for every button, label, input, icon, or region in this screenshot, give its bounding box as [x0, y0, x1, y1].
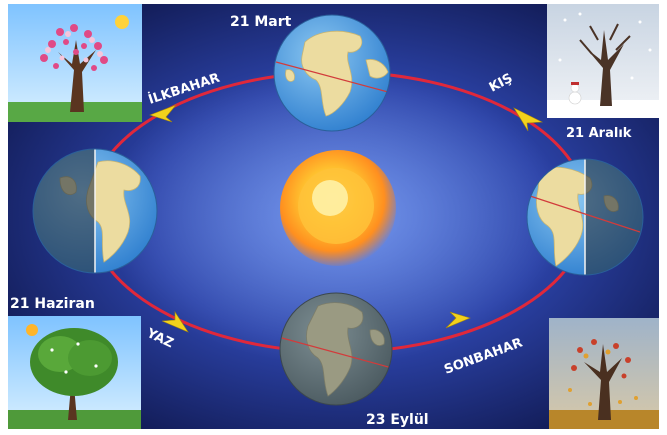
date-label-march: 21 Mart: [230, 14, 292, 30]
tree-icon: [8, 4, 142, 122]
orbit-arrow-icon: [149, 104, 544, 333]
date-label-december: 21 Aralık: [566, 126, 632, 141]
tree-icon: [8, 316, 141, 429]
tree-icon: [547, 4, 659, 118]
sun-icon: [280, 150, 396, 266]
earth-globe-icon: [279, 292, 393, 406]
date-label-september: 23 Eylül: [366, 412, 429, 428]
earth-globe-icon: [273, 14, 391, 132]
earth-globe-icon: [526, 158, 644, 276]
earth-globe-icon: [32, 148, 158, 274]
tree-icon: [549, 318, 659, 429]
date-label-june: 21 Haziran: [10, 296, 95, 312]
